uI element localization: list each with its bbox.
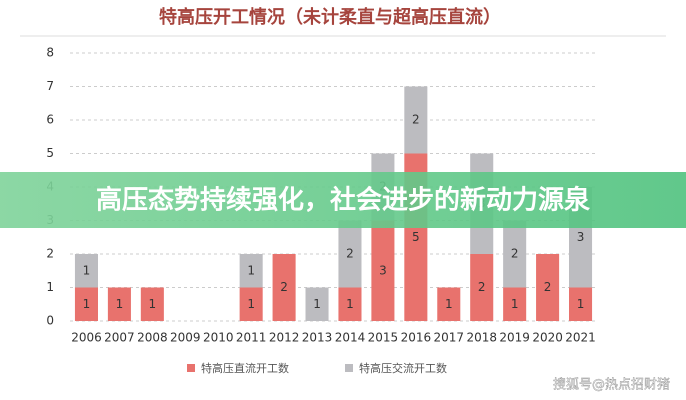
data-label: 2 [544,280,552,294]
data-label: 1 [149,297,157,311]
data-label: 2 [478,280,486,294]
data-label: 1 [577,297,585,311]
data-label: 1 [83,297,91,311]
data-label: 2 [346,247,354,261]
bar-segment [569,287,593,321]
bar-segment [272,254,296,321]
x-tick-label: 2012 [269,331,300,345]
banner-text: 高压态势持续强化，社会进步的新动力源泉 [96,185,591,216]
x-tick-label: 2020 [532,331,563,345]
data-label: 1 [247,263,255,277]
data-label: 2 [280,280,288,294]
y-tick-label: 7 [46,79,54,93]
data-label: 1 [346,297,354,311]
x-tick-label: 2009 [170,331,201,345]
data-label: 3 [379,263,387,277]
x-tick-label: 2015 [368,331,399,345]
bar-segment [536,254,560,321]
bar-segment [140,287,164,321]
legend-swatch [187,364,195,372]
y-tick-label: 5 [46,146,54,160]
data-label: 1 [116,297,124,311]
x-tick-label: 2017 [434,331,465,345]
x-tick-label: 2011 [236,331,267,345]
data-label: 2 [511,247,519,261]
banner [0,172,686,228]
data-label: 1 [313,297,321,311]
legend-label: 特高压直流开工数 [201,361,289,375]
x-tick-label: 2018 [466,331,497,345]
bar-segment [404,86,428,154]
x-tick-label: 2006 [71,331,102,345]
x-tick-label: 2014 [335,331,366,345]
y-tick-label: 1 [46,280,54,294]
bar-segment [371,220,395,321]
data-label: 1 [511,297,519,311]
data-label: 5 [412,230,420,244]
x-tick-label: 2008 [137,331,168,345]
bar-segment [74,287,98,321]
bar-segment [107,287,131,321]
data-label: 2 [412,113,420,127]
bar-segment [74,254,98,288]
x-tick-label: 2016 [401,331,432,345]
bar-segment [338,220,362,288]
x-tick-label: 2021 [565,331,596,345]
bar-segment [503,287,527,321]
chart-title: 特高压开工情况（未计柔直与超高压直流） [159,6,501,28]
bar-segment [470,254,494,321]
legend-swatch [345,364,353,372]
data-label: 1 [445,297,453,311]
data-label: 1 [83,263,91,277]
bar-segment [437,287,461,321]
y-tick-label: 2 [46,247,54,261]
y-tick-label: 8 [46,46,54,60]
bar-segment [338,287,362,321]
bar-segment [239,254,263,288]
legend-label: 特高压交流开工数 [359,361,447,375]
bar-segment [305,287,329,321]
x-tick-label: 2007 [104,331,135,345]
bar-segment [239,287,263,321]
watermark: 搜狐号@热点招财猪 [553,378,670,393]
x-tick-label: 2010 [203,331,234,345]
y-tick-label: 6 [46,113,54,127]
y-tick-label: 0 [46,314,54,328]
data-label: 3 [577,230,585,244]
bar-segment [503,220,527,288]
x-tick-label: 2019 [499,331,530,345]
data-label: 1 [247,297,255,311]
x-tick-label: 2013 [302,331,333,345]
